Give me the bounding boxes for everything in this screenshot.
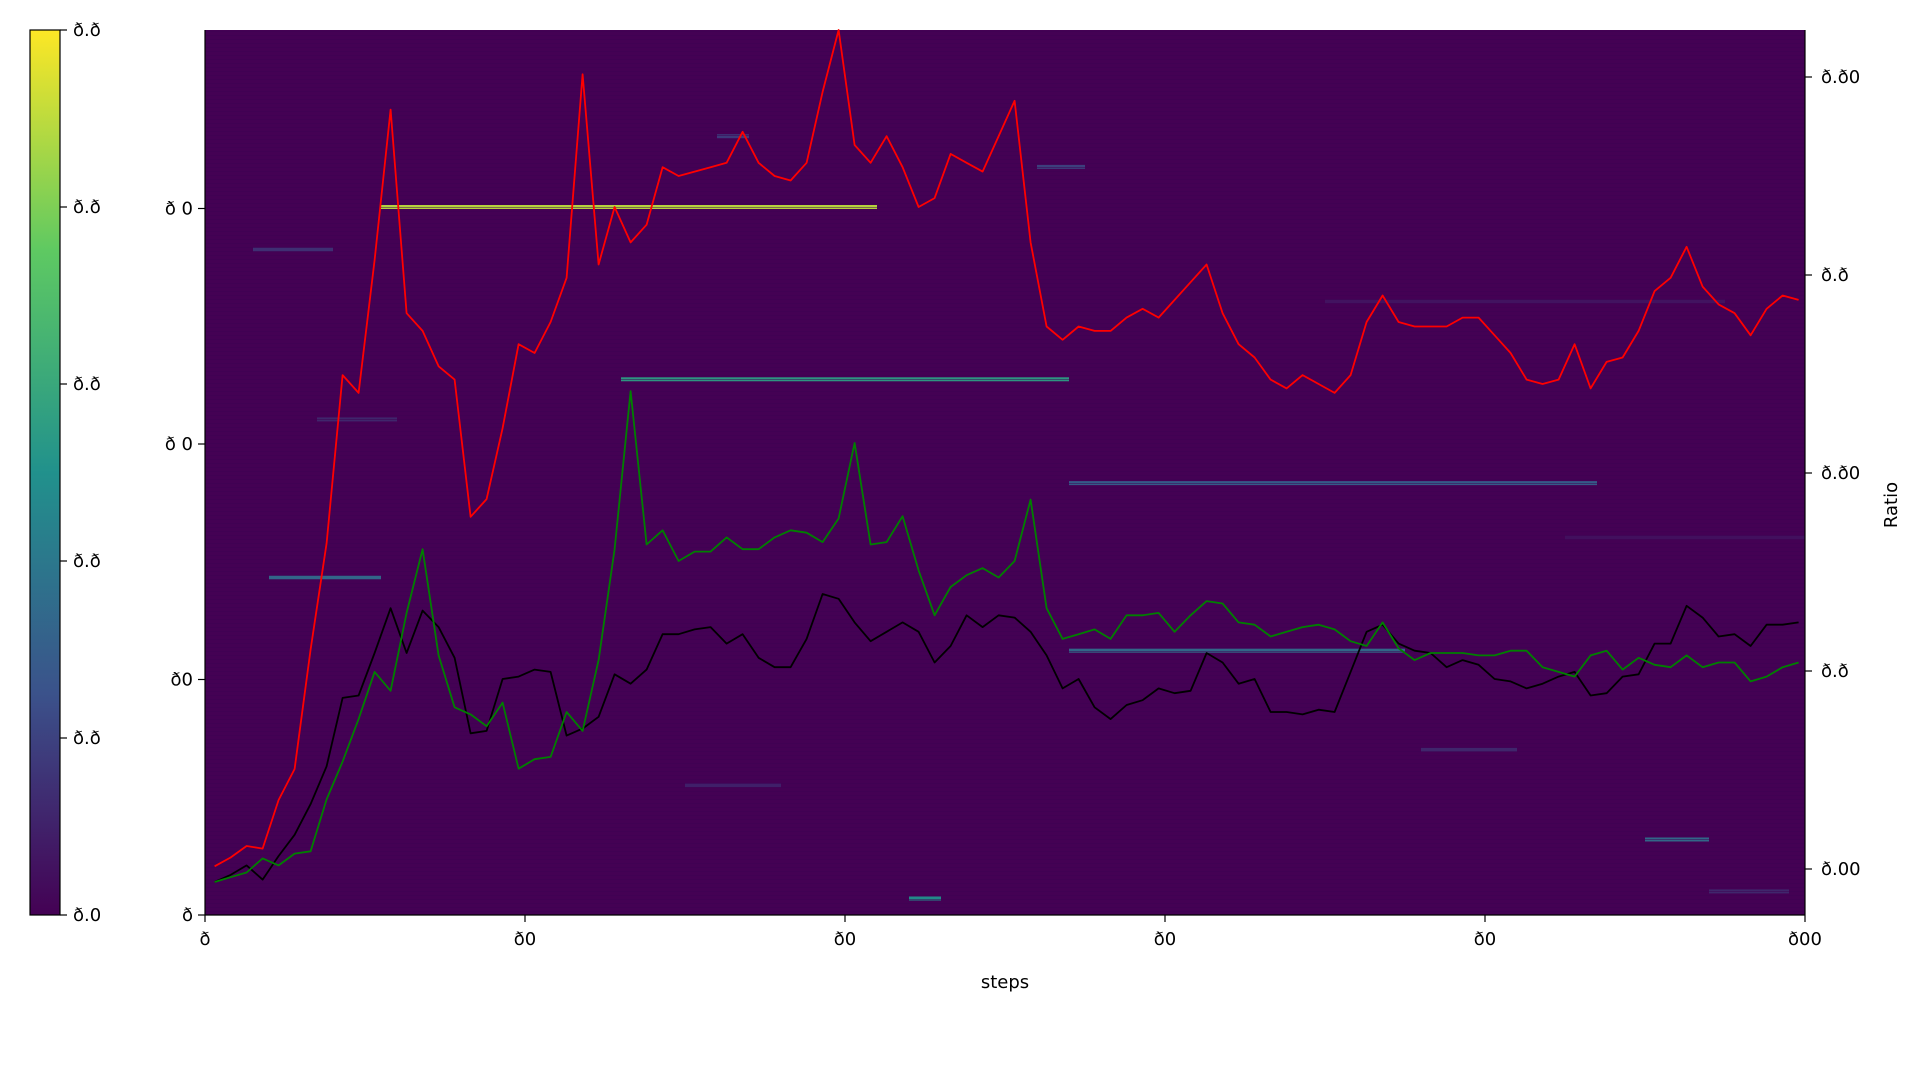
y-left-tick-label: ð 0 <box>165 434 193 455</box>
x-tick-label: ð00 <box>1788 929 1822 950</box>
heatmap-row-texture <box>205 30 1805 915</box>
y-left-tick-label: ð0 <box>171 670 193 691</box>
colorbar-tick-label: ð.ð <box>73 197 101 218</box>
colorbar-ticks: ð.0 ð.ð ð.ð ð.ð ð.ð ð.ð <box>60 20 101 926</box>
y-left-tick-label: ð 0 <box>165 199 193 220</box>
x-tick-label: ð <box>199 929 210 950</box>
y-right-ticks: ð.00 ð.ð ð.ð0 ð.ð ð.ð0 <box>1805 67 1861 880</box>
y-right-tick-label: ð.ð0 <box>1821 67 1860 88</box>
colorbar-tick-label: ð.ð <box>73 374 101 395</box>
colorbar-tick-label: ð.ð <box>73 728 101 749</box>
heatmap <box>205 30 1805 915</box>
x-axis-label: steps <box>981 972 1029 993</box>
y-right-tick-label: ð.ð <box>1821 265 1849 286</box>
colorbar-tick-label: ð.0 <box>73 905 101 926</box>
axes: ð ð0 ð0 ð0 ð0 ð00 ð ð0 ð 0 ð 0 ð.00 ð.ð ð.ð0 ð.ð ð.ð… <box>165 30 1902 993</box>
y-right-tick-label: ð.00 <box>1821 859 1861 880</box>
x-ticks: ð ð0 ð0 ð0 ð0 ð00 <box>199 915 1822 950</box>
x-tick-label: ð0 <box>1474 929 1496 950</box>
y-right-axis-label: Ratio <box>1881 482 1902 528</box>
y-left-ticks: ð ð0 ð 0 ð 0 <box>165 199 205 926</box>
series-layer <box>214 29 1799 883</box>
colorbar-gradient <box>29 29 61 916</box>
y-right-tick-label: ð.ð0 <box>1821 463 1860 484</box>
colorbar-tick-label: ð.ð <box>73 20 101 41</box>
colorbar-tick-label: ð.ð <box>73 551 101 572</box>
x-tick-label: ð0 <box>514 929 536 950</box>
series-line-2 <box>214 593 1799 883</box>
colorbar: ð.0 ð.ð ð.ð ð.ð ð.ð ð.ð <box>29 20 101 926</box>
series-line-3 <box>214 390 1799 883</box>
x-tick-label: ð0 <box>834 929 856 950</box>
y-left-tick-label: ð <box>182 905 193 926</box>
series-line-1 <box>214 29 1799 868</box>
x-tick-label: ð0 <box>1154 929 1176 950</box>
y-right-tick-label: ð.ð <box>1821 661 1849 682</box>
